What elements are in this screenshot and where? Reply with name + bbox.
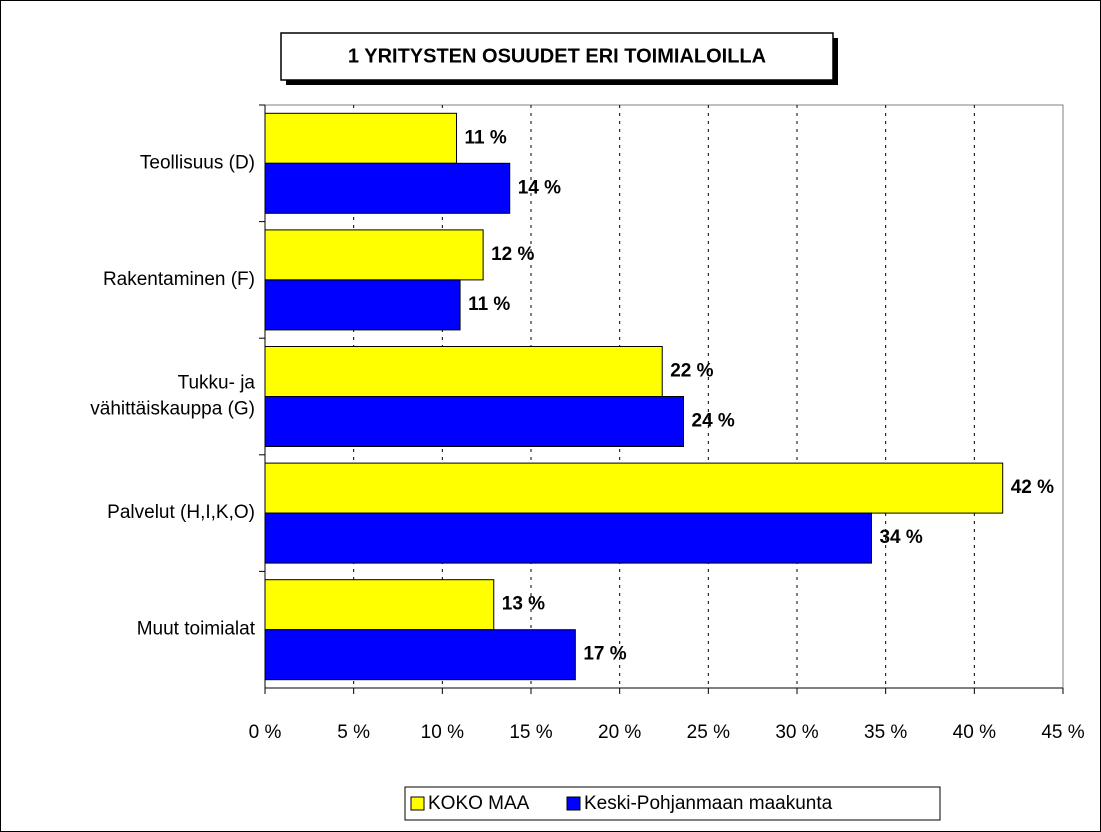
bar [264, 346, 663, 397]
y-tick-label: Teollisuus (D) [140, 152, 255, 173]
title-box [280, 32, 834, 81]
value-label: 34 % [879, 527, 922, 548]
value-label: 17 % [583, 644, 626, 665]
bar [264, 162, 511, 214]
value-label: 22 % [670, 361, 713, 382]
y-tick-label: Rakentaminen (F) [103, 269, 255, 290]
legend-box [404, 786, 941, 821]
chart-title: 1 YRITYSTEN OSUUDET ERI TOIMIALOILLA [348, 45, 766, 67]
bar [264, 229, 484, 281]
x-tick-label: 0 % [249, 722, 282, 743]
value-label: 42 % [1011, 477, 1054, 498]
legend-label: Keski-Pohjanmaan maakunta [584, 793, 833, 814]
x-tick-label: 20 % [598, 722, 641, 743]
x-tick-label: 40 % [953, 722, 996, 743]
x-tick-label: 15 % [509, 722, 552, 743]
x-tick-label: 30 % [775, 722, 818, 743]
bar [264, 629, 576, 681]
legend-label: KOKO MAA [428, 793, 530, 814]
value-label: 24 % [692, 411, 735, 432]
x-tick-label: 5 % [337, 722, 370, 743]
legend-swatch [410, 796, 425, 811]
bar [264, 279, 461, 331]
bar [264, 112, 458, 164]
bar [264, 512, 872, 564]
value-label: 14 % [518, 177, 561, 198]
legend-swatch [566, 796, 581, 811]
value-label: 11 % [465, 127, 507, 148]
x-tick-label: 45 % [1041, 722, 1084, 743]
bar [264, 579, 495, 631]
bar [264, 462, 1004, 514]
value-label: 11 % [468, 294, 510, 315]
x-tick-label: 25 % [687, 722, 730, 743]
value-label: 13 % [502, 594, 545, 615]
x-tick-label: 10 % [421, 722, 464, 743]
y-tick-label: Tukku- ja vähittäiskauppa (G) [90, 373, 255, 420]
bar [264, 396, 685, 447]
value-label: 12 % [491, 244, 534, 265]
x-tick-label: 35 % [864, 722, 907, 743]
y-tick-label: Palvelut (H,I,K,O) [107, 502, 255, 523]
y-tick-label: Muut toimialat [137, 619, 256, 640]
